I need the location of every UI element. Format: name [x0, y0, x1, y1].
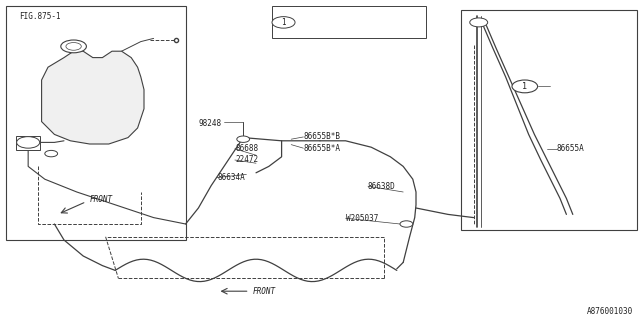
Text: A876001030: A876001030 [588, 307, 634, 316]
Circle shape [470, 18, 488, 27]
Circle shape [237, 136, 250, 142]
Bar [16, 136, 40, 150]
Text: (9404-     ): (9404- ) [339, 26, 395, 35]
Text: 86386: 86386 [300, 26, 323, 35]
Circle shape [272, 17, 295, 28]
Text: 86655A: 86655A [557, 144, 584, 153]
Circle shape [17, 137, 40, 148]
Circle shape [61, 40, 86, 53]
Text: 98248: 98248 [198, 119, 221, 128]
Text: 86688: 86688 [236, 144, 259, 153]
Text: 86655B*B: 86655B*B [304, 132, 341, 141]
Text: 86634A: 86634A [218, 173, 245, 182]
Text: FIG.875-1: FIG.875-1 [19, 12, 61, 21]
Polygon shape [42, 51, 144, 144]
Circle shape [512, 80, 538, 93]
Text: FRONT: FRONT [90, 196, 113, 204]
Bar [6, 6, 186, 240]
Circle shape [400, 221, 413, 227]
Text: FRONT: FRONT [253, 287, 276, 296]
Text: W205037: W205037 [346, 214, 378, 223]
Bar [461, 10, 637, 230]
Text: 86638D: 86638D [368, 182, 396, 191]
Text: 57386: 57386 [300, 10, 323, 19]
Bar [272, 6, 426, 38]
Circle shape [45, 150, 58, 157]
Text: 22472: 22472 [236, 156, 259, 164]
Text: 1: 1 [281, 18, 286, 27]
Circle shape [66, 43, 81, 50]
Text: 1: 1 [522, 82, 527, 91]
Text: 86655B*A: 86655B*A [304, 144, 341, 153]
Text: (9403-9403): (9403-9403) [339, 10, 390, 19]
